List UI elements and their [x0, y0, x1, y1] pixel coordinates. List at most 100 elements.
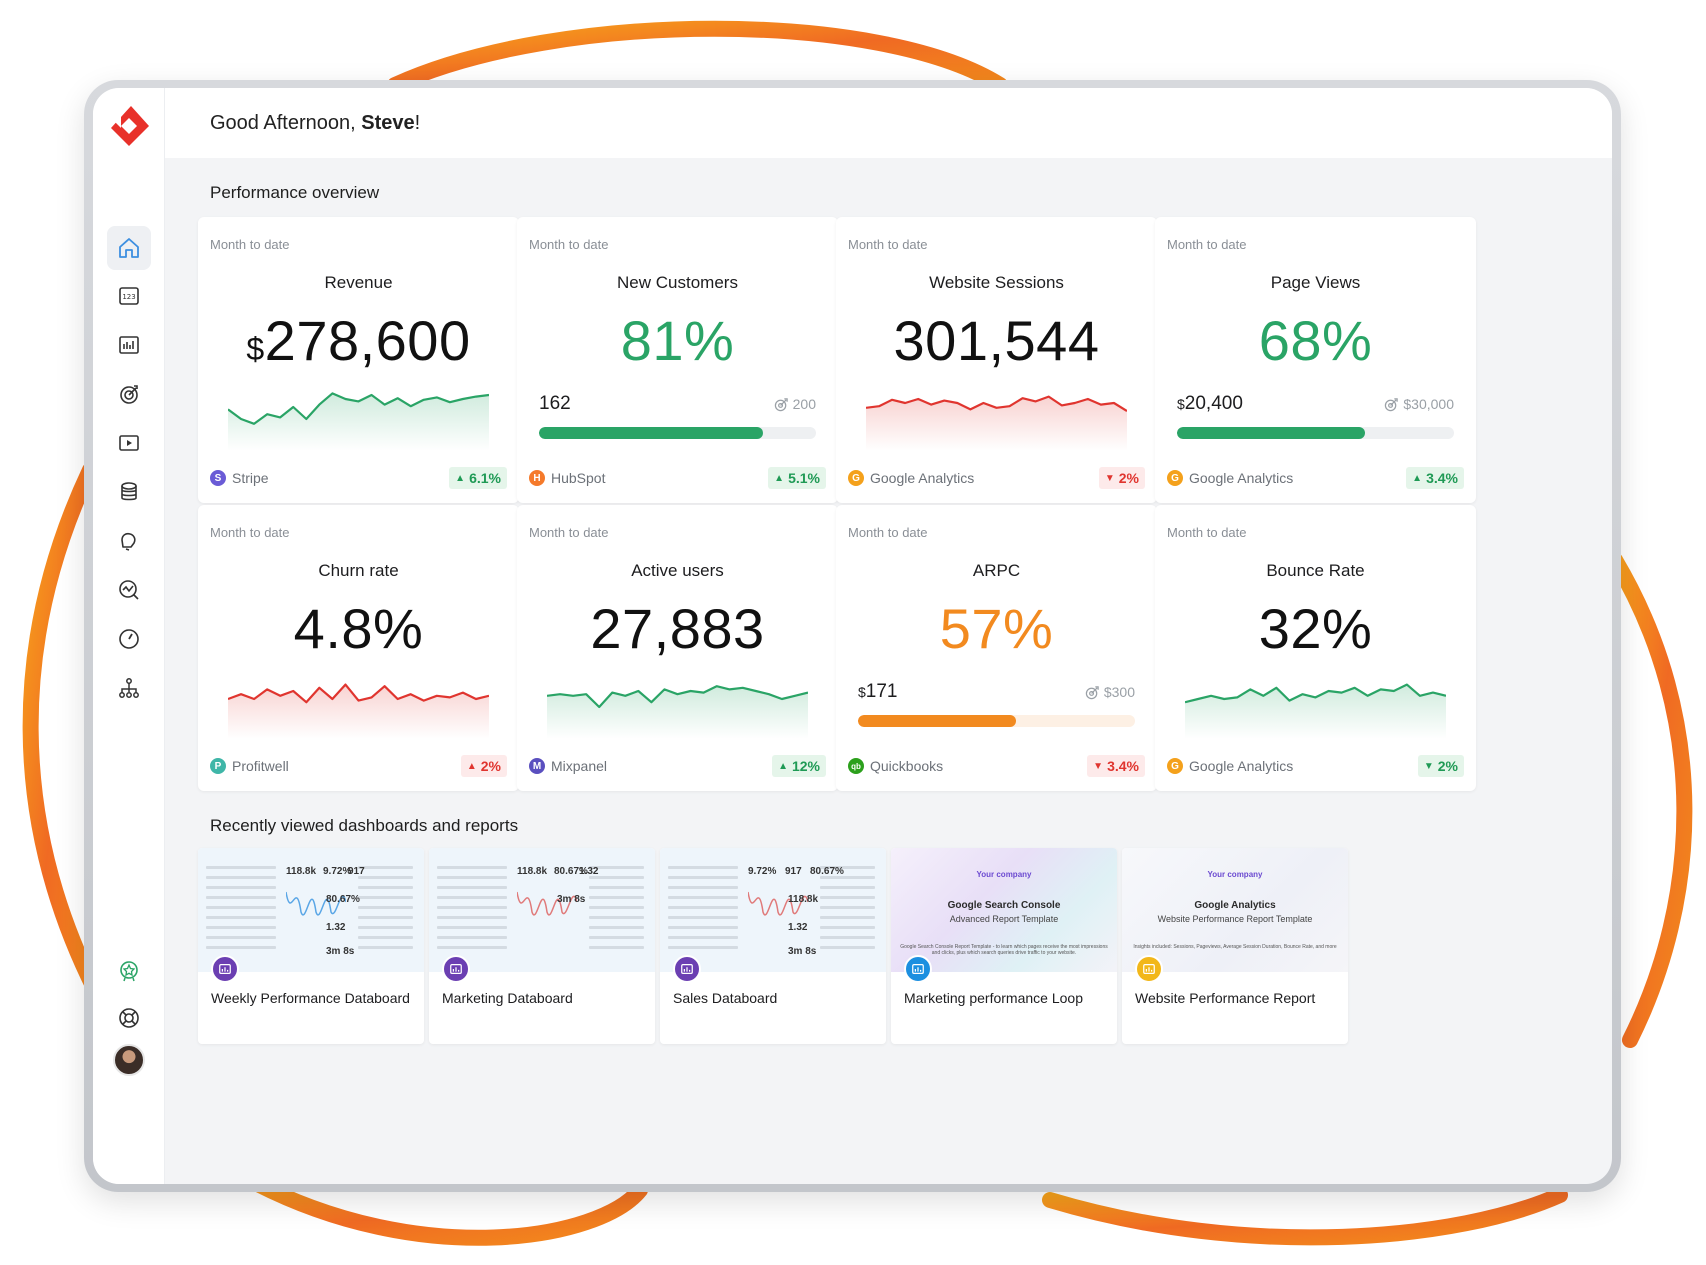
metric-card-website-sessions[interactable]: Month to date Website Sessions 301,544 G Goo… — [836, 217, 1157, 503]
metric-change-value: 6.1% — [469, 470, 501, 486]
recent-item-title: Website Performance Report — [1135, 990, 1316, 1006]
speedometer-icon — [119, 629, 139, 649]
nav-benchmarks[interactable] — [107, 617, 151, 661]
progress-bar — [1177, 427, 1454, 439]
thumb-table-row — [437, 916, 507, 919]
thumb-stat: 3m 8s — [557, 894, 586, 905]
recent-thumbnail: Your company Google Analytics Website Perf… — [1122, 848, 1348, 972]
metric-title: ARPC — [972, 561, 1021, 580]
thumb-table-row — [820, 916, 875, 919]
metric-change-badge: ▲ 6.1% — [449, 467, 507, 489]
thumb-heading: Google Analytics — [1194, 900, 1276, 911]
profitwell-icon: P — [210, 758, 226, 774]
triangle-up-icon: ▲ — [774, 472, 785, 484]
nav-help[interactable] — [107, 996, 151, 1040]
metric-value-number: 301,544 — [893, 309, 1100, 372]
target-icon — [1085, 685, 1099, 699]
thumb-stat: 80.67% — [326, 894, 360, 905]
goal-target-icon — [120, 385, 138, 404]
target-icon — [1385, 397, 1399, 411]
help-icon — [119, 1008, 139, 1028]
sparkline-area — [866, 396, 1127, 451]
metric-change-badge: ▲ 12% — [772, 755, 826, 777]
recent-item-marketing-performance-loop[interactable]: Your company Google Search Console Advance… — [891, 848, 1117, 1044]
thumb-stat: 118.8k — [788, 894, 819, 905]
metric-source[interactable]: S Stripe — [210, 470, 269, 486]
thumb-table-row — [589, 896, 644, 899]
nav-datasets[interactable] — [107, 470, 151, 514]
metric-source[interactable]: M Mixpanel — [529, 758, 607, 774]
thumb-table-row — [589, 866, 644, 869]
nav-achievements[interactable] — [107, 949, 151, 993]
progress-target-value: 200 — [792, 396, 816, 412]
metric-period: Month to date — [210, 237, 290, 252]
progress-current: $171 — [858, 681, 898, 703]
thumb-stat: 80.67% — [810, 866, 844, 877]
recent-item-marketing-databoard[interactable]: 118.8k 80.67% 1.32 3m 8s Marketing Databoard — [429, 848, 655, 1044]
metric-source-name: HubSpot — [551, 470, 606, 486]
databox-logo-icon[interactable] — [107, 104, 151, 148]
progress-current-value: 20,400 — [1184, 393, 1243, 414]
nav-insights[interactable] — [107, 568, 151, 612]
metric-period: Month to date — [529, 525, 609, 540]
metric-title: New Customers — [617, 273, 738, 292]
thumb-chart — [748, 891, 808, 916]
thumb-table-row — [206, 896, 276, 899]
metric-source[interactable]: G Google Analytics — [1167, 758, 1293, 774]
badge-icon — [120, 961, 138, 982]
metric-card-revenue[interactable]: Month to date Revenue $278,600 S Stripe ▲ 6.1% — [198, 217, 519, 503]
thumb-chart — [517, 891, 577, 916]
thumb-table-row — [820, 866, 875, 869]
alerts-icon — [121, 532, 136, 551]
metric-title: Website Sessions — [929, 273, 1064, 292]
metric-value-number: 68% — [1258, 309, 1373, 372]
thumb-table-row — [358, 946, 413, 949]
thumb-table-row — [206, 866, 276, 869]
metric-card-arpc[interactable]: Month to date ARPC 57% $171 $300 qb Quickbooks… — [836, 505, 1157, 791]
stripe-icon: S — [210, 470, 226, 486]
metric-value: 57% — [836, 601, 1157, 657]
metric-period: Month to date — [1167, 525, 1247, 540]
metric-period: Month to date — [529, 237, 609, 252]
metric-source-name: Quickbooks — [870, 758, 944, 774]
metric-card-active-users[interactable]: Month to date Active users 27,883 M Mixpanel… — [517, 505, 838, 791]
nav-accounts[interactable] — [107, 666, 151, 710]
metric-card-churn-rate[interactable]: Month to date Churn rate 4.8% P Profitwell ▲ 2… — [198, 505, 519, 791]
nav-home[interactable] — [107, 226, 151, 270]
metric-card-page-views[interactable]: Month to date Page Views 68% $20,400 $30,000… — [1155, 217, 1476, 503]
recent-item-weekly-performance-databoard[interactable]: 118.8k 9.72% 917 80.67% 1.32 3m 8s Weekly Perf… — [198, 848, 424, 1044]
report-icon — [1135, 955, 1163, 983]
metric-source[interactable]: G Google Analytics — [1167, 470, 1293, 486]
metric-sparkline — [228, 392, 489, 451]
thumb-caption: Insights included: Sessions, Pageviews, … — [1133, 944, 1337, 950]
thumb-table-row — [437, 886, 507, 889]
nav-metrics[interactable]: 123 — [107, 274, 151, 318]
metric-value-number: 4.8% — [293, 597, 424, 660]
nav-goals[interactable] — [107, 372, 151, 416]
metric-value: 27,883 — [517, 601, 838, 657]
user-avatar[interactable] — [113, 1044, 145, 1076]
nav-databoards[interactable] — [107, 323, 151, 367]
recent-item-sales-databoard[interactable]: 9.72% 917 80.67% 118.8k 1.32 3m 8s Sales Datab… — [660, 848, 886, 1044]
metric-source[interactable]: H HubSpot — [529, 470, 605, 486]
nav-alerts[interactable] — [107, 519, 151, 563]
metric-card-new-customers[interactable]: Month to date New Customers 81% 162 200 H HubS… — [517, 217, 838, 503]
thumb-table-row — [206, 876, 276, 879]
metric-source[interactable]: G Google Analytics — [848, 470, 974, 486]
svg-text:123: 123 — [122, 293, 135, 301]
thumb-table-row — [820, 886, 875, 889]
metric-source-name: Mixpanel — [551, 758, 608, 774]
metric-source[interactable]: P Profitwell — [210, 758, 289, 774]
metric-source[interactable]: qb Quickbooks — [848, 758, 943, 774]
thumb-heading: Google Search Console — [947, 900, 1061, 911]
thumb-table-row — [358, 886, 413, 889]
metric-card-bounce-rate[interactable]: Month to date Bounce Rate 32% G Google Analy… — [1155, 505, 1476, 791]
metric-period: Month to date — [210, 525, 290, 540]
thumb-table-row — [437, 876, 507, 879]
analytics-search-icon — [119, 580, 139, 600]
nav-reports[interactable] — [107, 421, 151, 465]
triangle-up-icon: ▲ — [778, 760, 788, 772]
recent-item-website-performance-report[interactable]: Your company Google Analytics Website Perf… — [1122, 848, 1348, 1044]
